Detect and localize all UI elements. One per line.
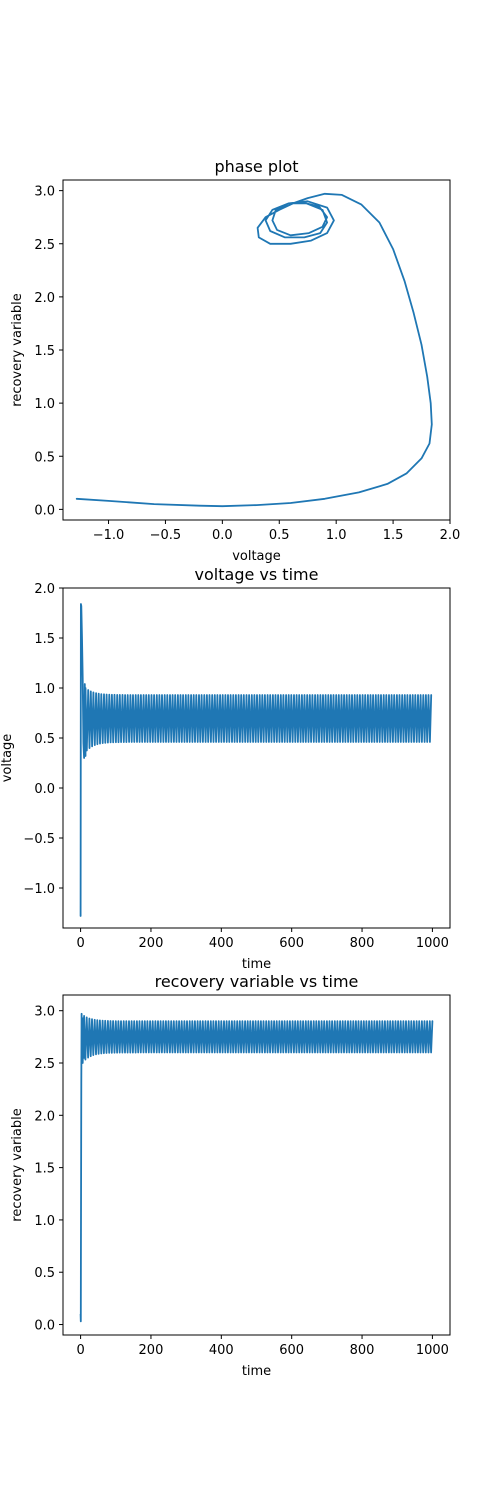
x-tick-label: 0 [76, 936, 84, 951]
x-tick-label: 800 [350, 1343, 375, 1358]
y-tick-label: 0.0 [34, 503, 55, 518]
y-axis-label: voltage [0, 734, 15, 783]
y-axis-label: recovery variable [10, 293, 25, 406]
plot-frame [62, 994, 451, 1336]
x-tick-label: 800 [350, 936, 375, 951]
x-tick-label: −1.0 [93, 528, 125, 543]
chart-title: phase plot [214, 157, 298, 176]
y-tick-label: 3.0 [34, 185, 55, 200]
x-tick-label: 0 [76, 1343, 84, 1358]
y-tick-label: 2.0 [34, 1109, 55, 1124]
y-tick-label: 0.0 [34, 782, 55, 797]
x-tick-label: −0.5 [150, 528, 182, 543]
y-tick-label: 1.5 [34, 344, 55, 359]
x-axis-label: voltage [232, 549, 281, 564]
x-tick-label: 400 [209, 936, 234, 951]
x-tick-label: 2.0 [440, 528, 461, 543]
y-tick-label: 2.0 [34, 291, 55, 306]
chart-1: −1.0 −0.5 0.0 0.5 1.0 1.5 2.0 0.0 0.5 1.0 1.5 2.0 2.… [10, 157, 460, 564]
x-axis-label: time [242, 1364, 271, 1379]
series-line [75, 192, 433, 508]
chart-2: 0 200 400 600 800 1000 −1.0 −0.5 0.0 0.5 1.0 1.5 2.0… [0, 565, 451, 972]
x-tick-label: 200 [139, 936, 164, 951]
y-tick-label: 1.0 [34, 682, 55, 697]
y-tick-label: −1.0 [23, 882, 55, 897]
chart-title: voltage vs time [195, 565, 319, 584]
y-tick-label: 2.5 [34, 1057, 55, 1072]
chart-title: recovery variable vs time [155, 972, 359, 991]
y-tick-label: 2.0 [34, 582, 55, 597]
y-tick-label: 3.0 [34, 1005, 55, 1020]
chart-3: 0 200 400 600 800 1000 0.0 0.5 1.0 1.5 2.0 2.5 3.0 re… [10, 972, 451, 1379]
x-tick-label: 600 [279, 936, 304, 951]
plot-frame [62, 587, 451, 929]
plot-frame [62, 179, 451, 521]
x-tick-label: 1.0 [326, 528, 347, 543]
y-tick-label: 0.0 [34, 1319, 55, 1334]
x-tick-label: 0.5 [269, 528, 290, 543]
y-tick-label: 0.5 [34, 1266, 55, 1281]
x-tick-label: 200 [139, 1343, 164, 1358]
y-tick-label: 1.5 [34, 632, 55, 647]
x-tick-label: 1000 [416, 1343, 449, 1358]
x-axis-label: time [242, 957, 271, 972]
y-tick-label: 1.0 [34, 397, 55, 412]
y-tick-label: 0.5 [34, 732, 55, 747]
y-tick-label: 1.5 [34, 1162, 55, 1177]
x-tick-label: 600 [279, 1343, 304, 1358]
y-tick-label: −0.5 [23, 832, 55, 847]
x-tick-label: 1000 [416, 936, 449, 951]
y-tick-label: 1.0 [34, 1214, 55, 1229]
y-axis-label: recovery variable [10, 1108, 25, 1221]
x-tick-label: 400 [209, 1343, 234, 1358]
series-line [79, 1012, 434, 1323]
x-tick-label: 0.0 [212, 528, 233, 543]
y-tick-label: 2.5 [34, 238, 55, 253]
x-tick-label: 1.5 [383, 528, 404, 543]
series-line [79, 603, 433, 917]
y-tick-label: 0.5 [34, 450, 55, 465]
